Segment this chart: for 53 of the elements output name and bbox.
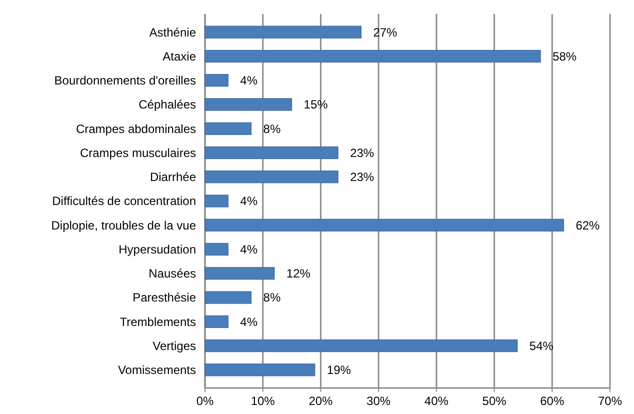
y-tick-label: Difficultés de concentration <box>52 194 196 208</box>
data-label: 15% <box>304 98 328 112</box>
x-tick-label: 50% <box>482 394 507 408</box>
bar <box>204 146 338 160</box>
data-label: 12% <box>286 266 311 281</box>
bar <box>204 242 228 256</box>
data-label: 4% <box>240 194 258 208</box>
data-label: 23% <box>350 146 374 160</box>
data-label: 4% <box>240 242 258 256</box>
data-label: 62% <box>576 218 600 232</box>
bar <box>204 194 228 208</box>
y-tick-label: Hypersudation <box>118 242 196 256</box>
y-tick-label: Diplopie, troubles de la vue <box>51 218 196 232</box>
data-label: 58% <box>552 49 577 64</box>
y-tick-label: Vertiges <box>152 338 196 353</box>
bar <box>204 267 275 280</box>
bar <box>204 364 316 376</box>
x-tick-label: 0% <box>196 394 214 408</box>
data-label: 4% <box>240 74 258 88</box>
y-tick-label: Asthénie <box>149 25 196 40</box>
bar <box>204 339 518 352</box>
data-label: 19% <box>326 363 352 378</box>
y-tick-label: Crampes musculaires <box>80 146 196 160</box>
data-label: 27% <box>373 25 398 40</box>
y-tick-label: Bourdonnements d'oreilles <box>54 74 196 88</box>
bar <box>204 122 252 135</box>
y-tick-label: Tremblements <box>120 314 196 329</box>
x-tick-label: 10% <box>250 394 276 408</box>
bar <box>204 74 228 87</box>
y-tick-label: Nausées <box>148 266 196 281</box>
data-label: 8% <box>263 290 281 305</box>
data-label: 8% <box>263 122 281 136</box>
bar <box>204 98 292 111</box>
x-tick-label: 60% <box>540 394 564 408</box>
y-tick-label: Céphalées <box>138 98 196 112</box>
x-tick-label: 20% <box>308 394 334 408</box>
bar <box>204 26 362 38</box>
x-tick-label: 30% <box>366 394 391 408</box>
x-tick-label: 70% <box>598 394 622 408</box>
data-label: 54% <box>529 338 554 353</box>
data-label: 4% <box>240 314 258 329</box>
y-tick-label: Diarrhée <box>150 170 196 184</box>
bar <box>204 291 252 304</box>
bar <box>204 170 338 184</box>
data-label: 23% <box>350 170 374 184</box>
bar <box>204 50 541 63</box>
y-tick-label: Ataxie <box>162 49 196 64</box>
x-tick-label: 40% <box>424 394 449 408</box>
y-tick-label: Vomissements <box>118 363 196 378</box>
bar <box>204 315 228 328</box>
y-tick-label: Paresthésie <box>132 290 196 305</box>
y-tick-label: Crampes abdominales <box>76 122 196 136</box>
bar <box>204 218 564 232</box>
